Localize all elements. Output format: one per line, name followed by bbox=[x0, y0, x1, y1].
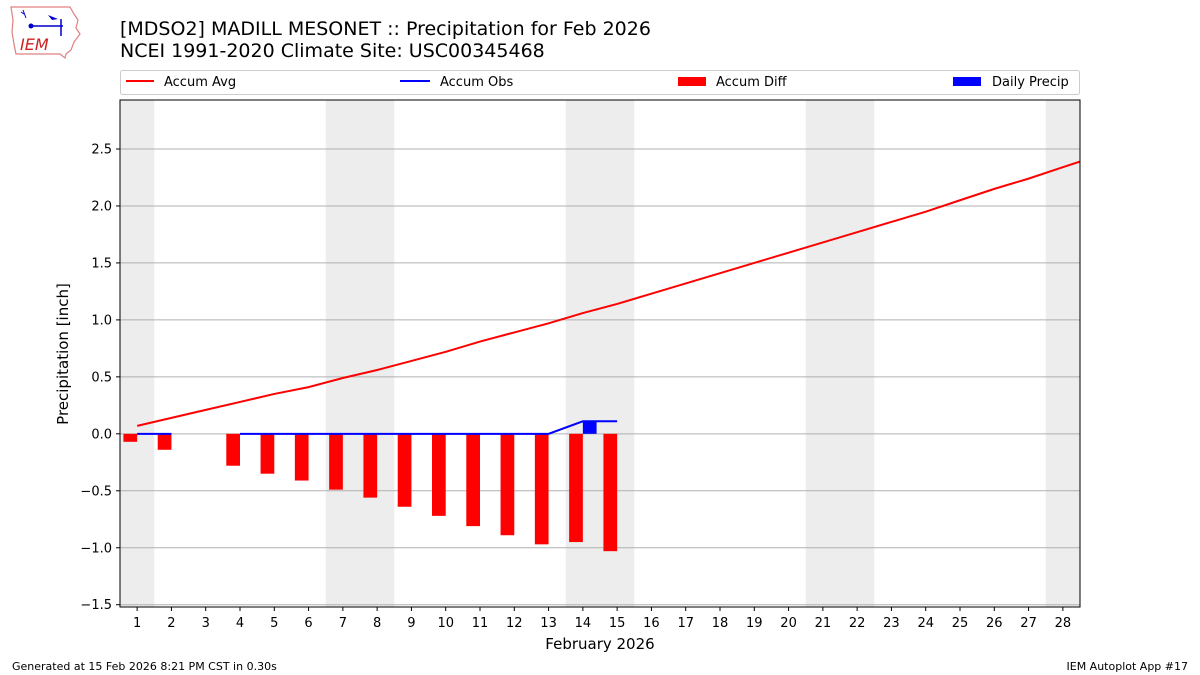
accum-diff-bar bbox=[226, 433, 240, 466]
legend-accum-obs: Accum Obs bbox=[440, 75, 513, 90]
legend-accum-diff: Accum Diff bbox=[716, 75, 788, 90]
weekend-band bbox=[840, 100, 875, 607]
x-tick-label: 23 bbox=[883, 616, 900, 631]
x-tick-label: 7 bbox=[339, 616, 347, 631]
accum-diff-bar bbox=[432, 433, 446, 516]
accum-diff-bar bbox=[329, 433, 343, 490]
legend-daily-precip-swatch bbox=[953, 77, 981, 86]
legend: Accum Avg Accum Obs Accum Diff Daily Pre… bbox=[120, 70, 1080, 95]
y-tick-label: 2.0 bbox=[91, 199, 112, 214]
accum-diff-bar bbox=[397, 433, 412, 507]
x-tick-label: 19 bbox=[746, 616, 763, 631]
x-tick-label: 12 bbox=[506, 616, 523, 631]
generated-footer: Generated at 15 Feb 2026 8:21 PM CST in … bbox=[12, 660, 277, 673]
x-tick-label: 26 bbox=[986, 616, 1003, 631]
accum-avg-line bbox=[136, 160, 1080, 427]
x-tick-label: 1 bbox=[133, 616, 141, 631]
daily-precip-bar bbox=[582, 421, 597, 434]
x-tick-label: 9 bbox=[407, 616, 415, 631]
y-tick-label: 0.0 bbox=[91, 427, 112, 442]
app-footer: IEM Autoplot App #17 bbox=[1066, 660, 1189, 673]
chart-title: [MDSO2] MADILL MESONET :: Precipitation … bbox=[120, 18, 651, 40]
accum-diff-bar bbox=[123, 433, 138, 442]
y-tick-label: 1.5 bbox=[91, 256, 112, 271]
y-tick-label: −1.0 bbox=[80, 541, 112, 556]
plot-frame bbox=[119, 99, 1081, 608]
x-tick-label: 24 bbox=[917, 616, 934, 631]
x-tick-label: 8 bbox=[373, 616, 381, 631]
x-tick-label: 11 bbox=[472, 616, 489, 631]
accum-diff-bar bbox=[466, 433, 480, 527]
y-axis-label: Precipitation [inch] bbox=[54, 283, 72, 425]
x-tick-label: 18 bbox=[712, 616, 729, 631]
legend-accum-avg: Accum Avg bbox=[164, 75, 236, 90]
x-tick-label: 15 bbox=[609, 616, 626, 631]
x-tick-label: 5 bbox=[270, 616, 278, 631]
chart-subtitle: NCEI 1991-2020 Climate Site: USC00345468 bbox=[120, 40, 545, 62]
weekend-band bbox=[805, 100, 840, 607]
x-axis-label: February 2026 bbox=[545, 635, 654, 653]
iem-logo: IEM bbox=[10, 6, 81, 60]
accum-diff-bar bbox=[603, 433, 618, 552]
y-tick-label: −0.5 bbox=[80, 484, 112, 499]
x-tick-label: 3 bbox=[202, 616, 210, 631]
x-tick-label: 14 bbox=[575, 616, 592, 631]
accum-diff-bar bbox=[157, 433, 172, 450]
accum-diff-bar bbox=[294, 433, 309, 481]
x-tick-label: 21 bbox=[815, 616, 832, 631]
y-tick-label: 2.5 bbox=[91, 142, 112, 157]
accum-diff-bar bbox=[569, 433, 583, 543]
x-tick-label: 20 bbox=[780, 616, 797, 631]
legend-accum-diff-swatch bbox=[678, 77, 706, 86]
x-tick-label: 10 bbox=[437, 616, 454, 631]
accum-obs-line bbox=[240, 420, 618, 435]
weekend-band bbox=[325, 100, 360, 607]
weekend-band bbox=[360, 100, 395, 607]
y-tick-label: 0.5 bbox=[91, 370, 112, 385]
x-tick-label: 22 bbox=[849, 616, 866, 631]
weekend-band bbox=[120, 100, 155, 607]
accum-diff-bar bbox=[363, 433, 378, 498]
x-tick-label: 6 bbox=[304, 616, 312, 631]
legend-daily-precip: Daily Precip bbox=[992, 75, 1069, 90]
x-tick-label: 17 bbox=[677, 616, 694, 631]
x-tick-label: 2 bbox=[167, 616, 175, 631]
accum-diff-bar bbox=[500, 433, 515, 536]
x-tick-label: 25 bbox=[952, 616, 969, 631]
y-tick-label: −1.5 bbox=[80, 598, 112, 613]
x-tick-label: 16 bbox=[643, 616, 660, 631]
x-tick-label: 4 bbox=[236, 616, 244, 631]
y-tick-label: 1.0 bbox=[91, 313, 112, 328]
accum-diff-bar bbox=[534, 433, 549, 545]
x-tick-label: 27 bbox=[1020, 616, 1037, 631]
weekend-band bbox=[1045, 100, 1080, 607]
accum-diff-bar bbox=[260, 433, 275, 474]
x-tick-label: 28 bbox=[1055, 616, 1072, 631]
svg-text:IEM: IEM bbox=[20, 35, 49, 54]
x-tick-label: 13 bbox=[540, 616, 557, 631]
